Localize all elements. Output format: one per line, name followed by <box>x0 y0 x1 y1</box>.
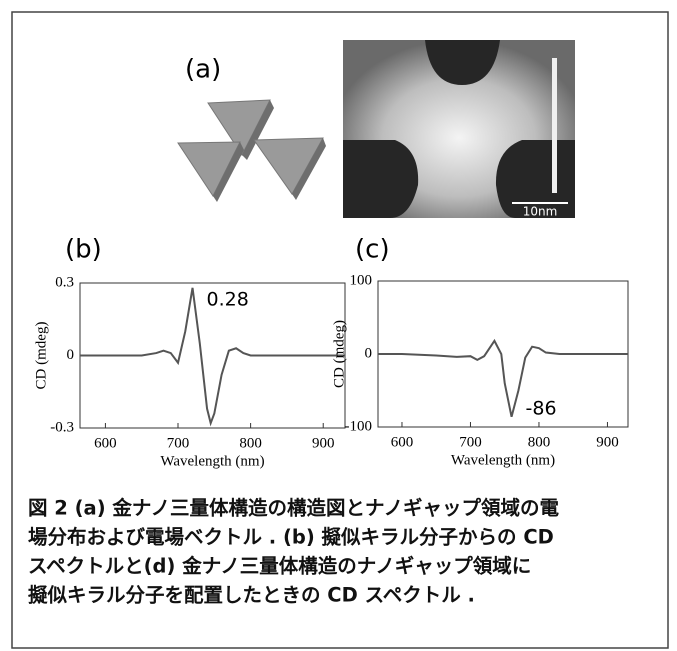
x-tick-label: 700 <box>167 435 190 451</box>
field-map: 10nm <box>343 40 575 219</box>
scale-bar-label: 10nm <box>523 205 558 219</box>
y-tick-label: 0 <box>67 347 75 363</box>
y-tick-label: -0.3 <box>50 419 74 435</box>
panel-label: (a) <box>185 55 221 85</box>
chart: (c) 100 0 -100 600 700 800 900 Wavelength (nm) CD… <box>331 235 628 469</box>
x-tick-label: 900 <box>312 435 335 451</box>
panel-label: (b) <box>65 235 102 265</box>
y-axis-label: CD (mdeg) <box>331 320 347 388</box>
panel-label: (c) <box>355 235 390 265</box>
y-tick-label: -100 <box>345 418 373 434</box>
caption: 図 2 (a) 金ナノ三量体構造の構造図とナノギャップ領域の電場分布および電場ベ… <box>28 497 559 607</box>
x-axis-label: Wavelength (nm) <box>451 452 555 468</box>
y-tick-label: 100 <box>350 272 373 288</box>
page: (a) 10nm 図 2 (a) 金ナノ三量体構造の構造図とナノギャップ領域の電… <box>0 0 677 651</box>
x-axis-label: Wavelength (nm) <box>160 453 264 469</box>
x-tick-label: 700 <box>459 434 482 450</box>
curve <box>378 341 628 417</box>
x-tick-label: 800 <box>528 434 551 450</box>
y-tick-label: 0.3 <box>55 274 74 290</box>
figure: (a) 10nm 図 2 (a) 金ナノ三量体構造の構造図とナノギャップ領域の電… <box>0 0 677 651</box>
y-tick-label: 0 <box>365 345 373 361</box>
caption-line: 擬似キラル分子を配置したときの CD スペクトル . <box>28 584 475 607</box>
trimer-illustration <box>178 100 326 202</box>
caption-line: 場分布および電場ベクトル . (b) 擬似キラル分子からの CD <box>28 526 554 549</box>
x-tick-label: 900 <box>596 434 619 450</box>
x-tick-label: 600 <box>94 435 117 451</box>
data-label: 0.28 <box>207 288 249 310</box>
x-tick-label: 600 <box>391 434 414 450</box>
chart: (b) 0.3 0 -0.3 600 700 800 900 Wavelength (nm) CD… <box>33 235 345 470</box>
y-axis-label: CD (mdeg) <box>33 322 49 390</box>
caption-line: 図 2 (a) 金ナノ三量体構造の構造図とナノギャップ領域の電 <box>28 497 559 520</box>
x-tick-label: 800 <box>239 435 262 451</box>
data-label: -86 <box>526 397 557 419</box>
caption-line: スペクトルと(d) 金ナノ三量体構造のナノギャップ領域に <box>28 555 531 578</box>
